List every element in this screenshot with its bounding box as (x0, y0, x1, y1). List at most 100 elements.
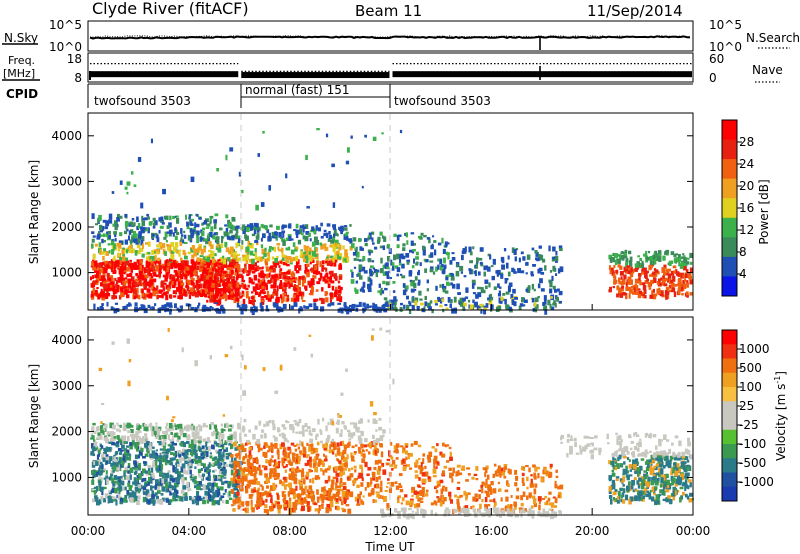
heat-cell (294, 499, 299, 503)
heat-cell (297, 469, 302, 473)
heat-cell (162, 274, 167, 278)
heat-cell (308, 485, 313, 490)
heat-cell (250, 472, 253, 476)
heat-cell (394, 299, 397, 305)
heat-cell (102, 281, 107, 285)
heat-cell (154, 220, 158, 226)
freq-unit: [MHz] (3, 67, 35, 80)
heat-cell (618, 277, 621, 282)
heat-cell (155, 459, 158, 466)
heat-cell (308, 490, 313, 493)
heat-cell (213, 475, 218, 482)
heat-cell (194, 466, 197, 470)
colorbar-swatch (722, 198, 737, 219)
heat-cell (182, 249, 186, 255)
heat-cell (183, 290, 186, 294)
heat-cell (120, 278, 125, 281)
heat-cell (253, 472, 257, 478)
heat-cell (258, 272, 261, 278)
heat-cell (142, 496, 145, 503)
heat-cell (148, 256, 152, 262)
heat-cell (483, 265, 487, 271)
heat-cell (312, 270, 317, 275)
heat-cell (641, 282, 646, 286)
heat-cell (534, 297, 539, 303)
heat-cell (140, 229, 145, 234)
heat-cell (179, 280, 183, 285)
heat-cell (256, 287, 260, 291)
heat-cell (193, 227, 196, 231)
heat-cell (295, 246, 298, 250)
heat-cell (279, 481, 284, 484)
heat-cell (189, 469, 192, 475)
heat-cell (122, 455, 126, 462)
heat-cell (156, 428, 161, 433)
heat-cell (214, 213, 219, 217)
heat-cell (347, 147, 350, 153)
heat-cell (537, 283, 541, 289)
heat-cell (211, 286, 215, 292)
heat-cell (233, 478, 236, 484)
heat-cell (122, 306, 125, 310)
heat-cell (177, 471, 182, 476)
heat-cell (477, 292, 482, 298)
heat-cell (344, 233, 349, 237)
heat-cell (134, 306, 139, 313)
heat-cell (245, 507, 249, 514)
heat-cell (158, 242, 162, 246)
heat-cell (648, 250, 651, 254)
heat-cell (167, 444, 172, 447)
heat-cell (215, 489, 218, 493)
heat-cell (144, 433, 148, 437)
heat-cell (298, 276, 302, 280)
heat-cell (169, 303, 172, 308)
heat-cell (313, 228, 317, 234)
nave-series (90, 63, 692, 72)
heat-cell (175, 242, 179, 248)
heat-cell (451, 283, 456, 289)
nave-tick-bottom: 0 (709, 71, 717, 85)
heat-cell (107, 498, 110, 504)
heat-cell (279, 443, 283, 449)
heat-cell (618, 281, 623, 285)
heat-cell (246, 484, 250, 489)
heat-cell (195, 266, 198, 272)
heat-cell (625, 268, 629, 274)
heat-cell (215, 460, 218, 464)
heat-cell (613, 265, 616, 268)
heat-cell (292, 294, 297, 298)
heat-cell (689, 252, 693, 259)
heat-cell (225, 422, 229, 429)
heat-cell (251, 479, 254, 485)
heat-cell (335, 482, 338, 488)
heat-cell (123, 472, 126, 477)
heat-cell (117, 424, 120, 427)
heat-cell (224, 480, 229, 484)
heat-cell (314, 254, 318, 257)
heat-cell (215, 232, 219, 236)
heat-cell (133, 288, 137, 293)
heat-cell (233, 492, 237, 496)
heat-cell (283, 504, 287, 510)
heat-cell (126, 273, 130, 278)
heat-cell (273, 302, 276, 308)
heat-cell (165, 497, 169, 501)
heat-cell (290, 283, 293, 287)
heat-cell (313, 298, 317, 303)
noise-search-series (90, 35, 690, 38)
heat-cell (321, 244, 326, 249)
heat-cell (162, 454, 166, 458)
heat-cell (127, 482, 131, 487)
heat-cell (261, 285, 265, 289)
heat-cell (463, 302, 467, 307)
heat-cell (285, 281, 288, 287)
heat-cell (293, 505, 298, 511)
heat-cell (405, 456, 408, 461)
heat-cell (668, 260, 672, 267)
heat-cell (686, 282, 689, 288)
heat-cell (472, 281, 476, 286)
heat-cell (283, 506, 288, 511)
heat-cell (257, 487, 261, 491)
heat-cell (105, 234, 109, 238)
